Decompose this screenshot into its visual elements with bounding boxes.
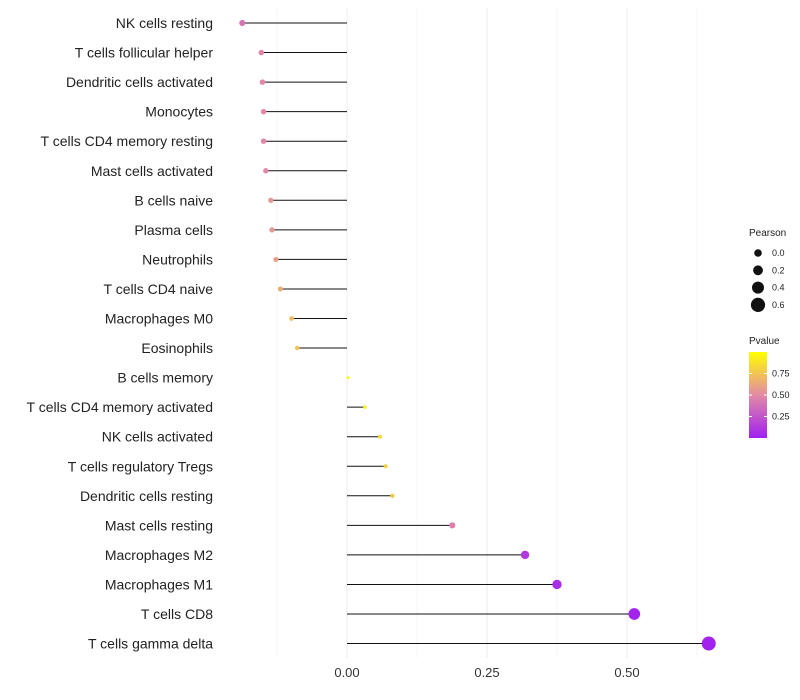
color-legend-label: 0.25 [772,412,790,422]
lollipop-stems [242,22,709,645]
category-label: T cells CD4 naive [104,281,214,297]
x-tick-label: 0.25 [474,665,499,680]
color-legend-title: Pvalue [749,336,780,347]
category-label: Macrophages M0 [105,311,213,327]
category-label: T cells CD4 memory activated [27,399,213,415]
size-legend-key [752,281,764,294]
color-legend-bar [749,352,767,438]
category-label: Macrophages M2 [105,547,213,563]
point-20 [628,608,641,620]
category-label: T cells CD4 memory resting [41,133,213,149]
point-3 [260,108,267,115]
size-legend-key [753,265,763,276]
category-label: Mast cells resting [105,517,213,533]
x-tick-label: 0.00 [334,665,359,680]
color-legend-label: 0.75 [772,369,790,379]
point-15 [383,464,388,469]
point-17 [449,522,456,529]
point-16 [390,493,395,498]
point-14 [378,434,383,439]
point-6 [268,197,274,203]
category-label: T cells regulatory Tregs [68,458,213,474]
color-legend: Pvalue 0.75 0.50 0.25 [749,336,790,438]
point-10 [289,316,294,321]
category-label: T cells follicular helper [75,45,214,61]
size-legend-key [750,297,766,312]
point-7 [269,227,275,233]
point-1 [258,49,265,56]
point-8 [273,256,279,262]
category-label: T cells gamma delta [88,636,213,652]
size-legend-label: 0.6 [772,300,785,310]
size-legend: Pearson 0.0 0.2 0.4 0.6 [749,228,786,312]
category-label: B cells memory [117,370,213,386]
category-labels: NK cells resting T cells follicular helpe… [27,15,214,652]
point-13 [363,405,367,409]
grid-lines [276,8,698,658]
lollipop-points [239,19,716,651]
size-legend-label: 0.2 [772,265,785,275]
point-5 [263,168,269,174]
point-21 [701,636,716,651]
point-0 [239,19,246,27]
category-label: Eosinophils [141,340,213,356]
category-label: T cells CD8 [141,606,213,622]
size-legend-label: 0.4 [772,283,785,293]
category-label: Monocytes [145,104,213,120]
category-label: NK cells activated [102,429,213,445]
category-label: Neutrophils [142,251,213,267]
category-label: Dendritic cells resting [80,488,213,504]
size-legend-key [754,249,762,257]
point-18 [520,550,530,560]
point-19 [552,579,562,590]
x-tick-label: 0.50 [614,665,639,680]
color-legend-label: 0.50 [772,390,790,400]
category-label: Plasma cells [134,222,213,238]
point-11 [294,345,300,351]
x-axis-tick-labels: 0.00 0.25 0.50 [334,665,639,680]
point-4 [260,138,267,144]
size-legend-label: 0.0 [772,248,785,258]
category-label: Macrophages M1 [105,576,213,592]
size-legend-title: Pearson [749,228,786,239]
point-2 [259,79,266,85]
point-9 [277,286,283,292]
category-label: B cells naive [134,192,213,208]
point-12 [346,376,350,380]
category-label: Mast cells activated [91,163,213,179]
category-label: Dendritic cells activated [66,74,213,90]
category-label: NK cells resting [116,15,213,31]
